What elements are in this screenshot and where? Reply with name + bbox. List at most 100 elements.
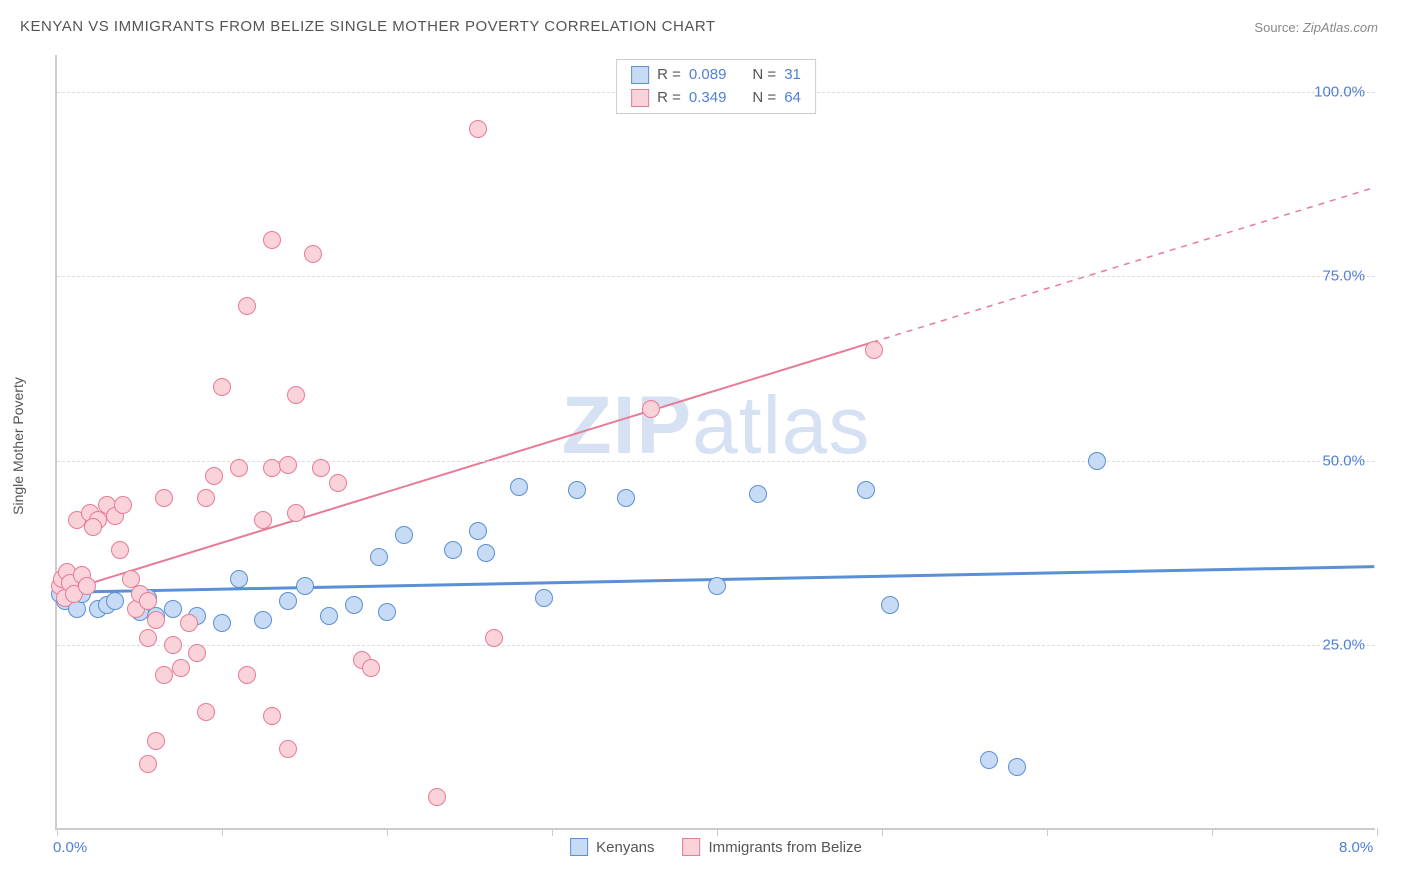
y-tick-label: 25.0%	[1322, 637, 1365, 654]
data-point-belize	[139, 629, 157, 647]
data-point-belize	[238, 666, 256, 684]
gridline	[57, 645, 1375, 646]
data-point-belize	[263, 231, 281, 249]
data-point-kenyans	[395, 526, 413, 544]
x-tick	[1377, 828, 1378, 836]
data-point-kenyans	[617, 489, 635, 507]
watermark-thin: atlas	[692, 380, 870, 471]
data-point-belize	[114, 496, 132, 514]
x-tick	[57, 828, 58, 836]
data-point-belize	[329, 474, 347, 492]
n-label: N =	[752, 87, 776, 110]
data-point-kenyans	[345, 596, 363, 614]
data-point-belize	[139, 592, 157, 610]
data-point-belize	[469, 120, 487, 138]
x-tick	[552, 828, 553, 836]
data-point-belize	[428, 788, 446, 806]
data-point-belize	[164, 636, 182, 654]
y-axis-title: Single Mother Poverty	[10, 377, 26, 515]
r-label: R =	[657, 64, 681, 87]
data-point-kenyans	[296, 577, 314, 595]
y-tick-label: 50.0%	[1322, 452, 1365, 469]
data-point-belize	[197, 489, 215, 507]
data-point-kenyans	[106, 592, 124, 610]
data-point-kenyans	[370, 548, 388, 566]
data-point-kenyans	[378, 603, 396, 621]
data-point-belize	[485, 629, 503, 647]
x-tick	[882, 828, 883, 836]
data-point-kenyans	[749, 485, 767, 503]
data-point-kenyans	[469, 522, 487, 540]
data-point-kenyans	[164, 600, 182, 618]
data-point-belize	[238, 297, 256, 315]
trend-line-dashed-belize	[872, 188, 1374, 343]
stats-legend: R =0.089N =31R =0.349N =64	[616, 59, 816, 114]
data-point-belize	[205, 467, 223, 485]
data-point-belize	[254, 511, 272, 529]
data-point-belize	[78, 577, 96, 595]
data-point-belize	[279, 740, 297, 758]
data-point-belize	[287, 386, 305, 404]
series-legend: Kenyans Immigrants from Belize	[570, 838, 862, 856]
x-tick	[1047, 828, 1048, 836]
source-attribution: Source: ZipAtlas.com	[1254, 20, 1378, 35]
data-point-kenyans	[857, 481, 875, 499]
data-point-belize	[172, 659, 190, 677]
data-point-kenyans	[230, 570, 248, 588]
r-value-belize: 0.349	[689, 87, 727, 110]
data-point-belize	[865, 341, 883, 359]
data-point-kenyans	[1008, 758, 1026, 776]
x-tick	[1212, 828, 1213, 836]
watermark-bold: ZIP	[562, 380, 693, 471]
swatch-kenyans	[570, 838, 588, 856]
data-point-belize	[155, 489, 173, 507]
trend-line-belize	[61, 342, 872, 592]
source-label: Source:	[1254, 20, 1299, 35]
y-tick-label: 100.0%	[1314, 83, 1365, 100]
data-point-kenyans	[535, 589, 553, 607]
data-point-belize	[304, 245, 322, 263]
data-point-kenyans	[254, 611, 272, 629]
gridline	[57, 461, 1375, 462]
data-point-belize	[111, 541, 129, 559]
data-point-belize	[197, 703, 215, 721]
x-tick	[717, 828, 718, 836]
swatch-belize	[631, 89, 649, 107]
gridline	[57, 276, 1375, 277]
data-point-belize	[279, 456, 297, 474]
legend-label-kenyans: Kenyans	[596, 839, 654, 856]
data-point-belize	[155, 666, 173, 684]
data-point-belize	[180, 614, 198, 632]
data-point-kenyans	[477, 544, 495, 562]
x-tick	[387, 828, 388, 836]
swatch-belize	[683, 838, 701, 856]
data-point-belize	[362, 659, 380, 677]
data-point-belize	[287, 504, 305, 522]
data-point-kenyans	[881, 596, 899, 614]
data-point-kenyans	[708, 577, 726, 595]
x-tick-label: 8.0%	[1339, 839, 1373, 856]
data-point-kenyans	[444, 541, 462, 559]
stats-row-kenyans: R =0.089N =31	[631, 64, 801, 87]
data-point-kenyans	[320, 607, 338, 625]
plot-area: ZIPatlas R =0.089N =31R =0.349N =64 Keny…	[55, 55, 1375, 830]
legend-item-belize: Immigrants from Belize	[683, 838, 862, 856]
legend-item-kenyans: Kenyans	[570, 838, 654, 856]
legend-label-belize: Immigrants from Belize	[709, 839, 862, 856]
data-point-belize	[263, 707, 281, 725]
data-point-belize	[642, 400, 660, 418]
data-point-belize	[147, 732, 165, 750]
data-point-belize	[188, 644, 206, 662]
x-tick-label: 0.0%	[53, 839, 87, 856]
data-point-belize	[312, 459, 330, 477]
data-point-belize	[147, 611, 165, 629]
data-point-belize	[139, 755, 157, 773]
data-point-belize	[263, 459, 281, 477]
swatch-kenyans	[631, 66, 649, 84]
data-point-kenyans	[568, 481, 586, 499]
data-point-belize	[213, 378, 231, 396]
data-point-kenyans	[980, 751, 998, 769]
r-label: R =	[657, 87, 681, 110]
chart-title: KENYAN VS IMMIGRANTS FROM BELIZE SINGLE …	[20, 18, 716, 35]
data-point-belize	[230, 459, 248, 477]
